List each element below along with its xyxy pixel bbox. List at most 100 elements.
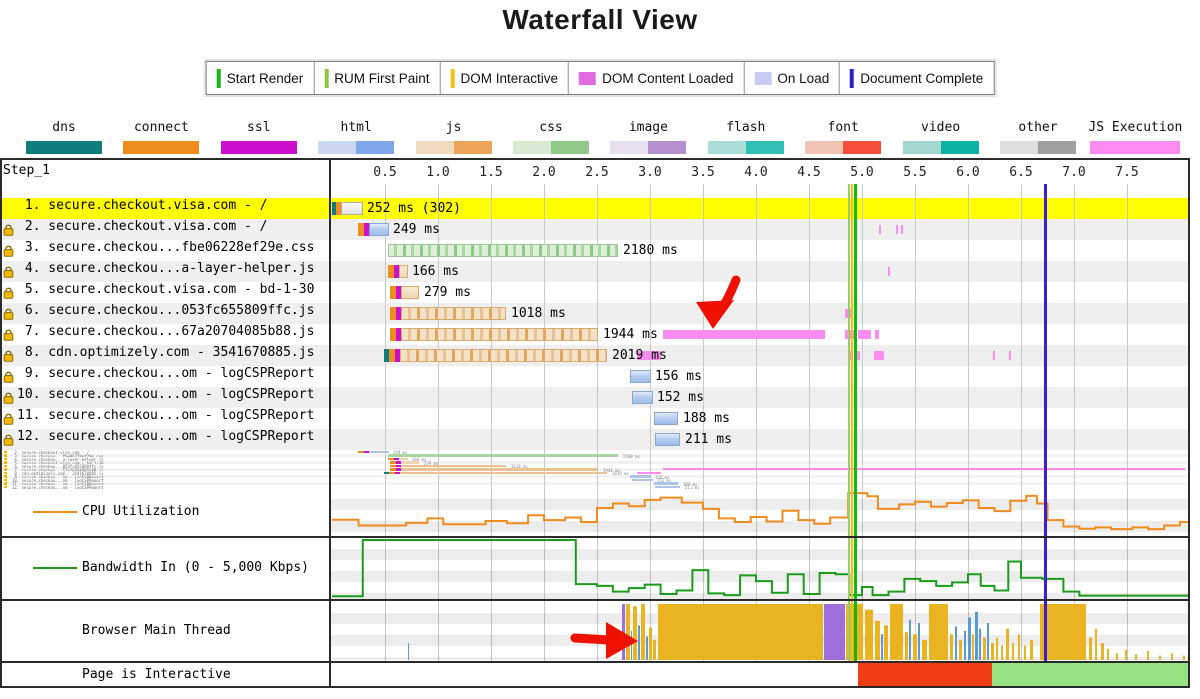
mini-lock-icon (4, 450, 7, 453)
browser-main-thread-chart (331, 602, 1190, 660)
mini-bar (390, 464, 396, 467)
request-bar-jsS[interactable] (401, 307, 506, 320)
mini-bar (654, 482, 678, 485)
main-thread-slice (865, 609, 873, 660)
request-label[interactable]: 6. secure.checkou...053fc655809ffc.js (17, 303, 315, 318)
request-bar-js[interactable] (401, 286, 419, 299)
request-label[interactable]: 11. secure.checkou...om - logCSPReport (17, 408, 315, 423)
request-bar-dns[interactable] (384, 349, 389, 362)
mini-lock-icon (4, 485, 7, 488)
on-load-swatch-icon (754, 71, 772, 85)
request-bar-html[interactable] (655, 433, 680, 446)
main-thread-activity (408, 604, 1185, 660)
request-bar-connect[interactable] (388, 265, 394, 278)
legend-item-on-load: On Load (743, 62, 839, 94)
request-bar-cssS[interactable] (388, 244, 618, 257)
legend-item-start-render: Start Render (207, 62, 314, 94)
request-bar-wait[interactable] (341, 202, 363, 215)
request-label[interactable]: 9. secure.checkou...om - logCSPReport (17, 366, 315, 381)
cpu-utilization-line (332, 492, 1189, 531)
key-swatch-font-icon (805, 141, 882, 154)
bandwidth-in-label: Bandwidth In (0 - 5,000 Kbps) (82, 560, 309, 575)
request-bar-jsS[interactable] (400, 349, 607, 362)
time-axis-tick: 4.0 (744, 165, 768, 180)
table-border-horizontal (0, 599, 1190, 601)
lock-icon (3, 329, 14, 341)
mini-lock-icon (4, 457, 7, 460)
request-duration-label: 188 ms (683, 411, 730, 426)
request-row[interactable] (0, 303, 1190, 324)
request-row[interactable] (0, 408, 1190, 429)
request-label[interactable]: 3. secure.checkou...fbe06228ef29e.css (17, 240, 315, 255)
key-swatch-js-execution-icon (1090, 141, 1181, 154)
request-row[interactable] (0, 366, 1190, 387)
main-thread-slice (1183, 655, 1185, 660)
request-bar-html[interactable] (630, 370, 651, 383)
mini-request-row (0, 478, 1190, 482)
request-row[interactable] (0, 282, 1190, 303)
request-bar-jsS[interactable] (401, 328, 598, 341)
request-bar-dns[interactable] (332, 202, 336, 215)
request-duration-label: 249 ms (393, 222, 440, 237)
request-bar-connect[interactable] (390, 307, 396, 320)
request-bar-js[interactable] (399, 265, 408, 278)
time-axis-tick: 7.5 (1115, 165, 1139, 180)
request-label[interactable]: 4. secure.checkou...a-layer-helper.js (17, 261, 315, 276)
mini-request-row (0, 450, 1190, 454)
request-label[interactable]: 10. secure.checkou...om - logCSPReport (17, 387, 315, 402)
request-label[interactable]: 2. secure.checkout.visa.com - / (17, 219, 268, 234)
request-row[interactable] (0, 198, 1190, 219)
request-label[interactable]: 1. secure.checkout.visa.com - / (17, 198, 268, 213)
mini-lock-icon (4, 468, 7, 471)
key-label-font: font (827, 120, 859, 135)
key-swatch-video-icon (902, 141, 979, 154)
request-bar-connect[interactable] (358, 223, 364, 236)
bandwidth-in-line (332, 539, 1189, 598)
js-execution-blip (901, 225, 903, 234)
mini-bar (396, 468, 401, 471)
lock-icon (3, 434, 14, 446)
request-bar-connect[interactable] (390, 328, 396, 341)
request-bar-html[interactable] (654, 412, 678, 425)
request-label[interactable]: 7. secure.checkou...67a20704085b88.js (17, 324, 315, 339)
request-row[interactable] (0, 387, 1190, 408)
main-thread-slice (959, 639, 962, 660)
grid-line (703, 184, 704, 661)
mini-bar (369, 450, 389, 453)
mini-lock-icon (4, 461, 7, 464)
request-label[interactable]: 12. secure.checkou...om - logCSPReport (17, 429, 315, 444)
request-bar-ssl[interactable] (396, 286, 401, 299)
request-bar-connect[interactable] (336, 202, 341, 215)
start-render-swatch-icon (216, 68, 221, 88)
main-thread-slice (987, 623, 989, 660)
request-bar-connect[interactable] (389, 349, 395, 362)
request-bar-connect[interactable] (390, 286, 396, 299)
request-bar-ssl[interactable] (395, 349, 400, 362)
cpu-line-path (332, 492, 1189, 531)
table-border-left (0, 158, 2, 688)
page-title: Waterfall View (502, 4, 698, 35)
request-row[interactable] (0, 429, 1190, 450)
main-thread-slice (884, 625, 888, 660)
key-label-video: video (921, 120, 961, 135)
request-bar-ssl[interactable] (364, 223, 369, 236)
grid-line (915, 184, 916, 661)
page-interactive-segment (858, 663, 992, 686)
request-bar-ssl[interactable] (394, 265, 399, 278)
js-execution-blip (874, 351, 884, 360)
request-row[interactable] (0, 219, 1190, 240)
request-row[interactable] (0, 261, 1190, 282)
time-axis-tick: 2.0 (532, 165, 556, 180)
request-bar-html[interactable] (369, 223, 389, 236)
mini-lock-icon (4, 482, 7, 485)
request-bar-ssl[interactable] (396, 328, 401, 341)
request-bar-html[interactable] (632, 391, 653, 404)
main-thread-slice (641, 604, 645, 660)
key-swatch-html-icon (318, 141, 395, 154)
grid-line (1074, 184, 1075, 661)
browser-main-thread-label: Browser Main Thread (82, 623, 231, 638)
request-label[interactable]: 8. cdn.optimizely.com - 3541670885.js (17, 345, 315, 360)
main-thread-slice (1147, 651, 1149, 660)
request-label[interactable]: 5. secure.checkout.visa.com - bd-1-30 (17, 282, 315, 297)
request-bar-ssl[interactable] (396, 307, 401, 320)
